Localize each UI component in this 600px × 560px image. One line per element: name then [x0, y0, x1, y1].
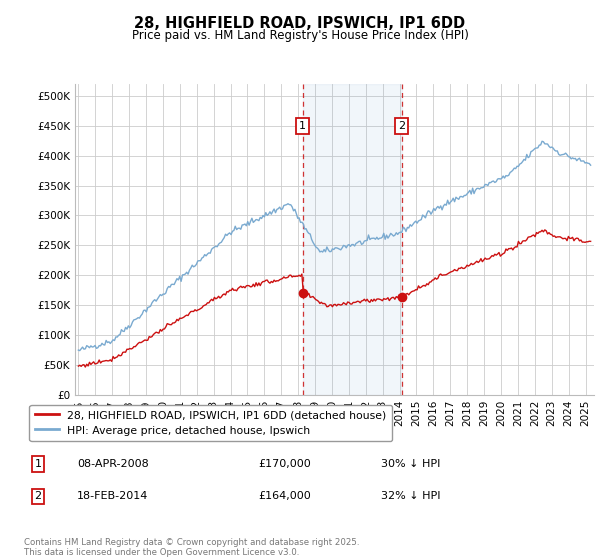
Text: 28, HIGHFIELD ROAD, IPSWICH, IP1 6DD: 28, HIGHFIELD ROAD, IPSWICH, IP1 6DD: [134, 16, 466, 31]
Text: 08-APR-2008: 08-APR-2008: [77, 459, 149, 469]
Text: 32% ↓ HPI: 32% ↓ HPI: [381, 491, 440, 501]
Text: 18-FEB-2014: 18-FEB-2014: [77, 491, 148, 501]
Text: £164,000: £164,000: [259, 491, 311, 501]
Text: 2: 2: [34, 491, 41, 501]
Text: 1: 1: [299, 121, 306, 131]
Bar: [303, 84, 401, 395]
Text: 30% ↓ HPI: 30% ↓ HPI: [381, 459, 440, 469]
Text: Price paid vs. HM Land Registry's House Price Index (HPI): Price paid vs. HM Land Registry's House …: [131, 29, 469, 42]
Text: 2: 2: [398, 121, 405, 131]
Legend: 28, HIGHFIELD ROAD, IPSWICH, IP1 6DD (detached house), HPI: Average price, detac: 28, HIGHFIELD ROAD, IPSWICH, IP1 6DD (de…: [29, 405, 392, 441]
Text: Contains HM Land Registry data © Crown copyright and database right 2025.
This d: Contains HM Land Registry data © Crown c…: [24, 538, 359, 557]
Text: 1: 1: [34, 459, 41, 469]
Text: £170,000: £170,000: [259, 459, 311, 469]
